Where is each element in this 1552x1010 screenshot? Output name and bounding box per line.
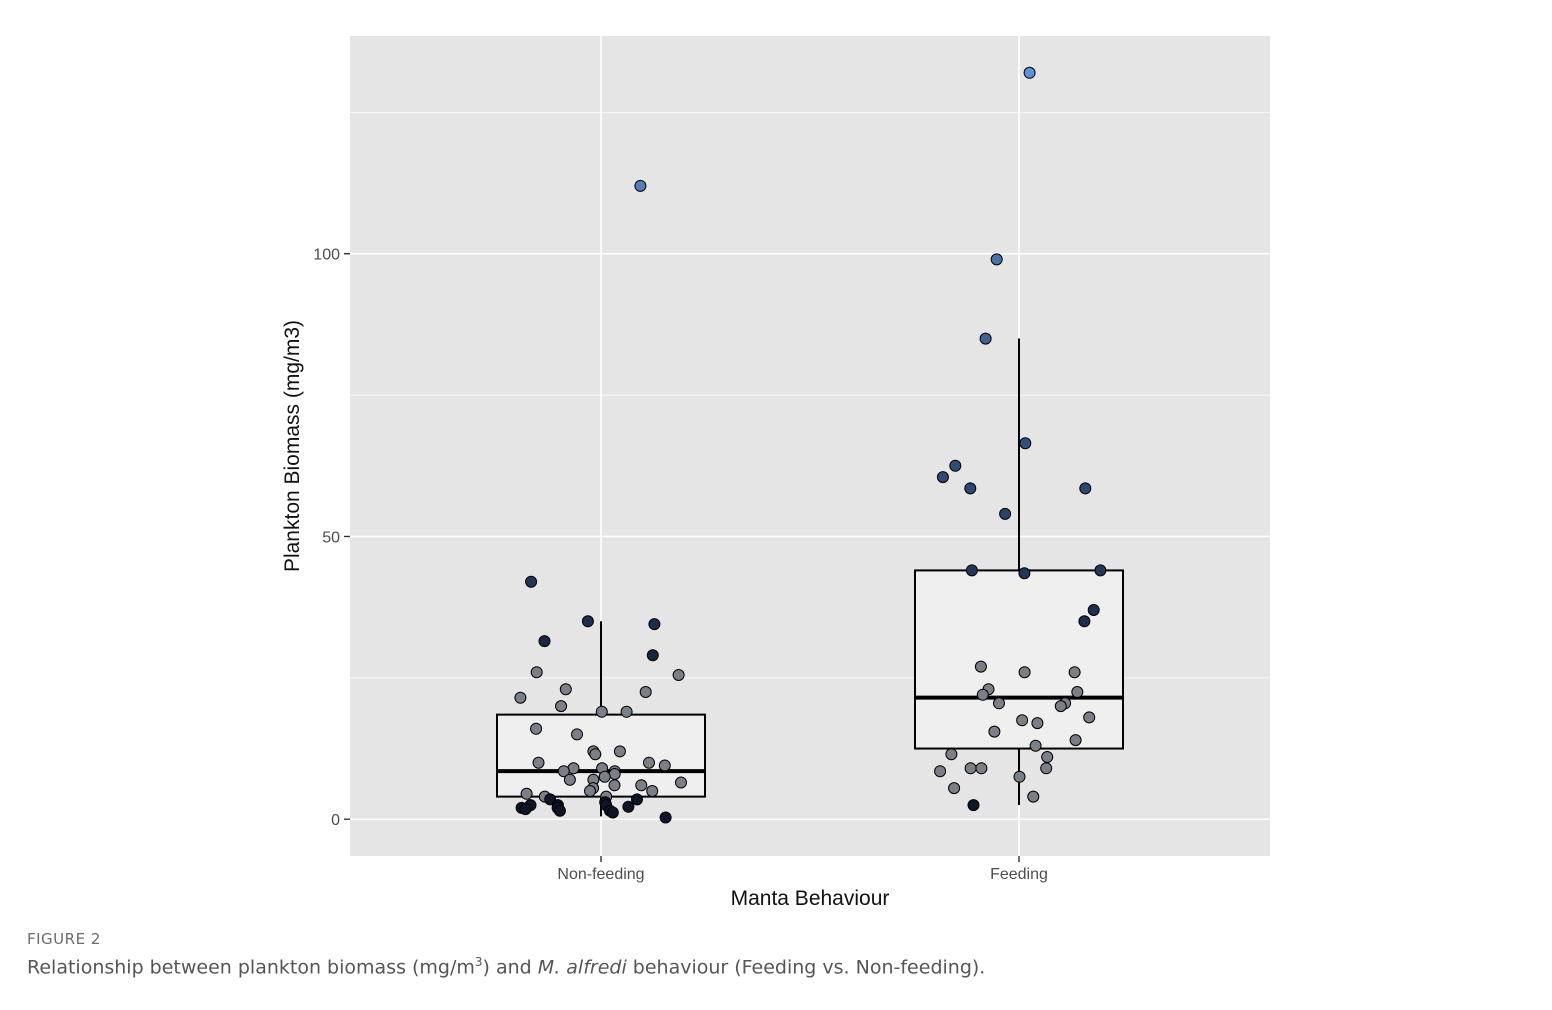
figure-label: FIGURE 2 [27,930,101,948]
data-point [1041,751,1054,763]
data-point [608,779,621,792]
data-point [976,688,989,701]
y-axis-title: Plankton Biomass (mg/m3) [281,320,304,572]
data-point [646,649,659,662]
data-point [1019,437,1032,450]
caption-species: M. alfredi [537,956,627,979]
data-point [974,660,987,673]
caption-text-mid: ) and [482,956,538,979]
data-point [675,776,687,789]
data-point [964,762,977,775]
data-point [620,705,633,718]
data-point [979,332,992,345]
data-point [949,459,962,472]
data-point [520,787,533,800]
data-point [571,728,583,741]
data-point [519,803,532,816]
caption-text-start: Relationship between plankton biomass (m… [27,956,475,979]
caption-superscript: 3 [474,955,483,969]
plot-panel [350,36,1270,856]
data-point [555,700,568,713]
data-point [988,725,1001,738]
data-point [1071,686,1084,698]
data-point [964,482,977,495]
data-point [581,615,594,628]
data-point [525,575,538,588]
data-point [965,564,978,577]
data-point [659,811,672,824]
x-axis: Non-feeding Feeding [557,856,1048,883]
y-tick-label: 100 [313,247,340,264]
figure-caption: Relationship between plankton biomass (m… [27,955,985,978]
caption-text-end: behaviour (Feeding vs. Non-feeding). [626,956,986,979]
data-point [631,793,643,806]
y-axis: 0 50 100 [313,247,350,829]
data-point [1078,615,1091,628]
data-point [975,762,988,775]
x-tick-label: Feeding [990,866,1048,883]
data-point [646,785,659,797]
y-tick-label: 0 [331,812,340,829]
data-point [1018,567,1031,580]
data-point [672,669,685,681]
data-point [1087,604,1100,616]
data-point [514,691,527,704]
data-point [530,666,543,679]
data-point [598,770,611,783]
data-point [589,748,602,761]
data-point [1083,711,1096,724]
data-point [1068,666,1081,679]
data-point [1069,734,1082,747]
data-point [643,756,655,769]
y-tick-label: 50 [322,529,340,546]
x-axis-title: Manta Behaviour [731,887,890,910]
data-point [934,765,947,778]
data-point [634,179,647,192]
data-point [1029,739,1042,752]
data-point [532,756,545,769]
data-point [1031,717,1044,730]
data-point [1018,666,1031,679]
data-point [595,705,608,718]
data-point [639,686,652,698]
data-point [993,697,1005,710]
data-point [990,253,1003,266]
data-point [530,722,543,735]
data-point [622,800,635,813]
data-point [1027,790,1040,803]
data-point [945,748,958,761]
data-point [1054,700,1067,713]
data-point [613,745,626,758]
data-point [1094,564,1107,577]
data-point [557,765,570,778]
data-point [584,785,596,797]
data-point [658,759,671,772]
data-point [635,779,648,792]
data-point [538,635,551,648]
data-point [948,782,961,795]
data-point [1040,762,1053,775]
data-point [559,683,572,696]
data-points [514,66,1107,824]
data-point [553,804,566,817]
data-point [648,618,661,631]
x-tick-label: Non-feeding [557,866,644,883]
data-point [1016,714,1029,727]
data-point [936,471,949,484]
boxplot-chart: 0 50 100 Non-feeding Feeding Manta Behaviou… [281,36,1270,910]
data-point [606,806,619,819]
data-point [967,799,980,812]
data-point [1023,66,1036,79]
data-point [563,773,576,786]
grid-major [350,36,1270,856]
data-point [999,507,1012,520]
data-point [1079,482,1092,495]
data-point [608,768,621,780]
data-point [1013,770,1026,783]
